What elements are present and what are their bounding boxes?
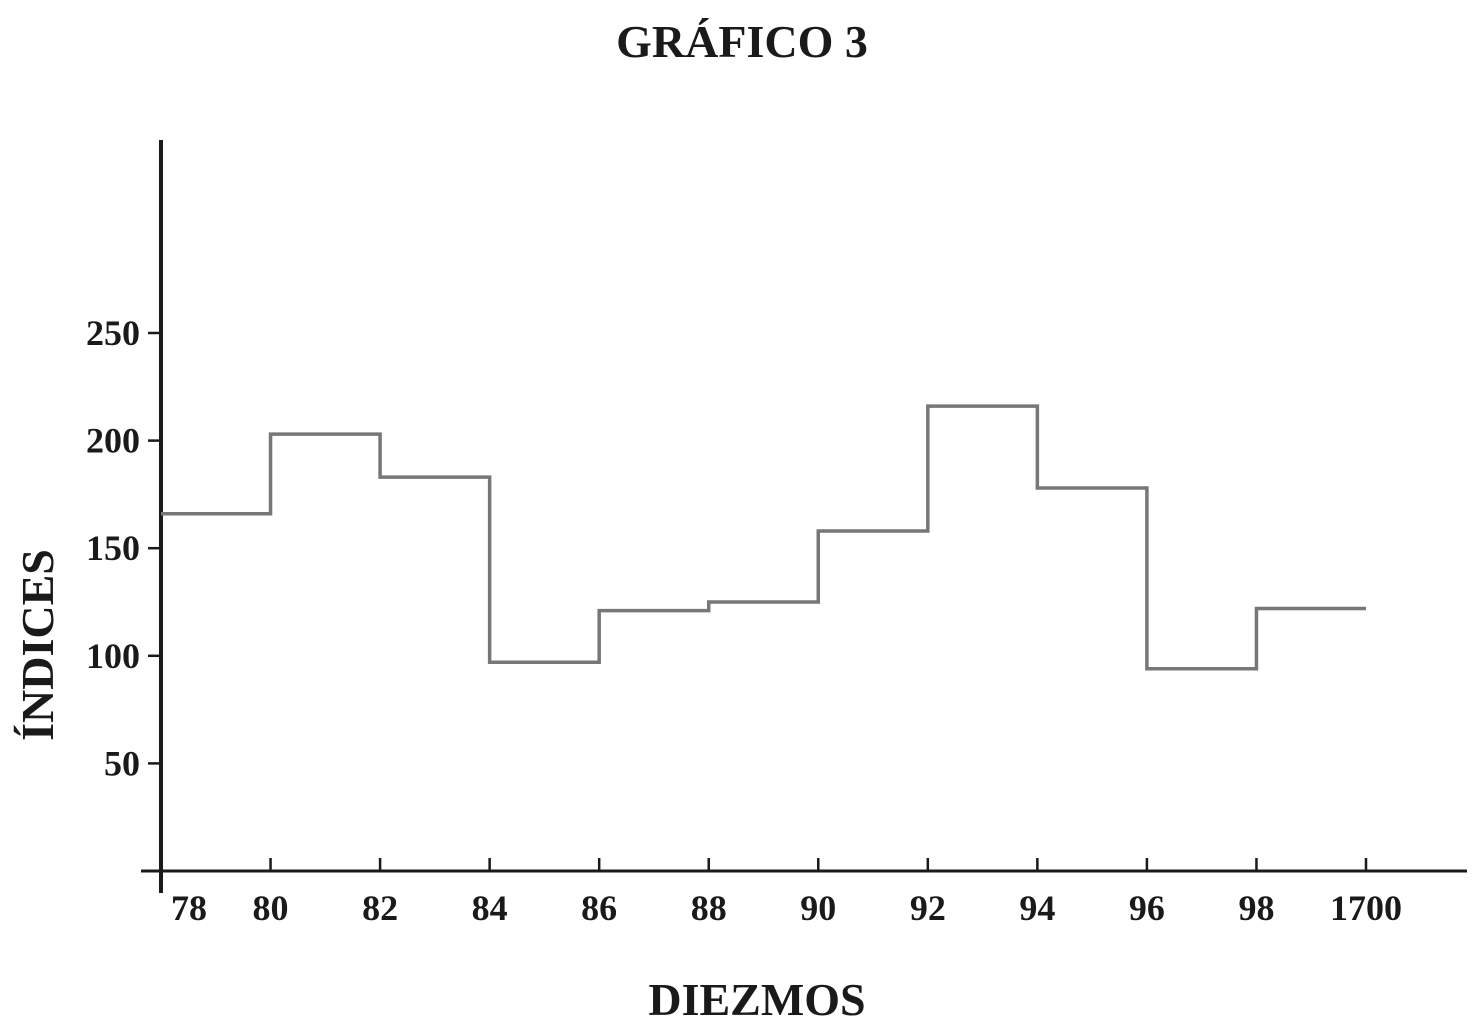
y-tick-label: 100 xyxy=(86,636,140,676)
y-ticks: 50 100 150 200 250 xyxy=(86,313,161,783)
x-tick-label: 84 xyxy=(472,888,508,928)
y-tick-label: 50 xyxy=(104,743,140,783)
x-tick-label: 90 xyxy=(800,888,836,928)
x-tick-label: 96 xyxy=(1129,888,1165,928)
x-tick-label: 82 xyxy=(362,888,398,928)
x-tick-label: 78 xyxy=(171,888,207,928)
y-axis-label: ÍNDICES xyxy=(12,549,63,741)
x-tick-label: 98 xyxy=(1238,888,1274,928)
x-tick-label: 88 xyxy=(691,888,727,928)
x-axis-label: DIEZMOS xyxy=(648,974,865,1025)
x-tick-label: 86 xyxy=(581,888,617,928)
y-tick-label: 200 xyxy=(86,421,140,461)
x-tick-label: 1700 xyxy=(1330,888,1402,928)
x-tick-label: 94 xyxy=(1019,888,1055,928)
y-tick-label: 250 xyxy=(86,313,140,353)
chart-title: GRÁFICO 3 xyxy=(616,16,868,67)
x-tick-label: 80 xyxy=(253,888,289,928)
series-group xyxy=(161,404,1366,671)
series-line xyxy=(161,404,1366,671)
x-tick-label: 92 xyxy=(910,888,946,928)
x-ticks: 78 80 82 84 86 88 90 92 94 96 98 1700 xyxy=(171,858,1402,928)
y-tick-label: 150 xyxy=(86,528,140,568)
